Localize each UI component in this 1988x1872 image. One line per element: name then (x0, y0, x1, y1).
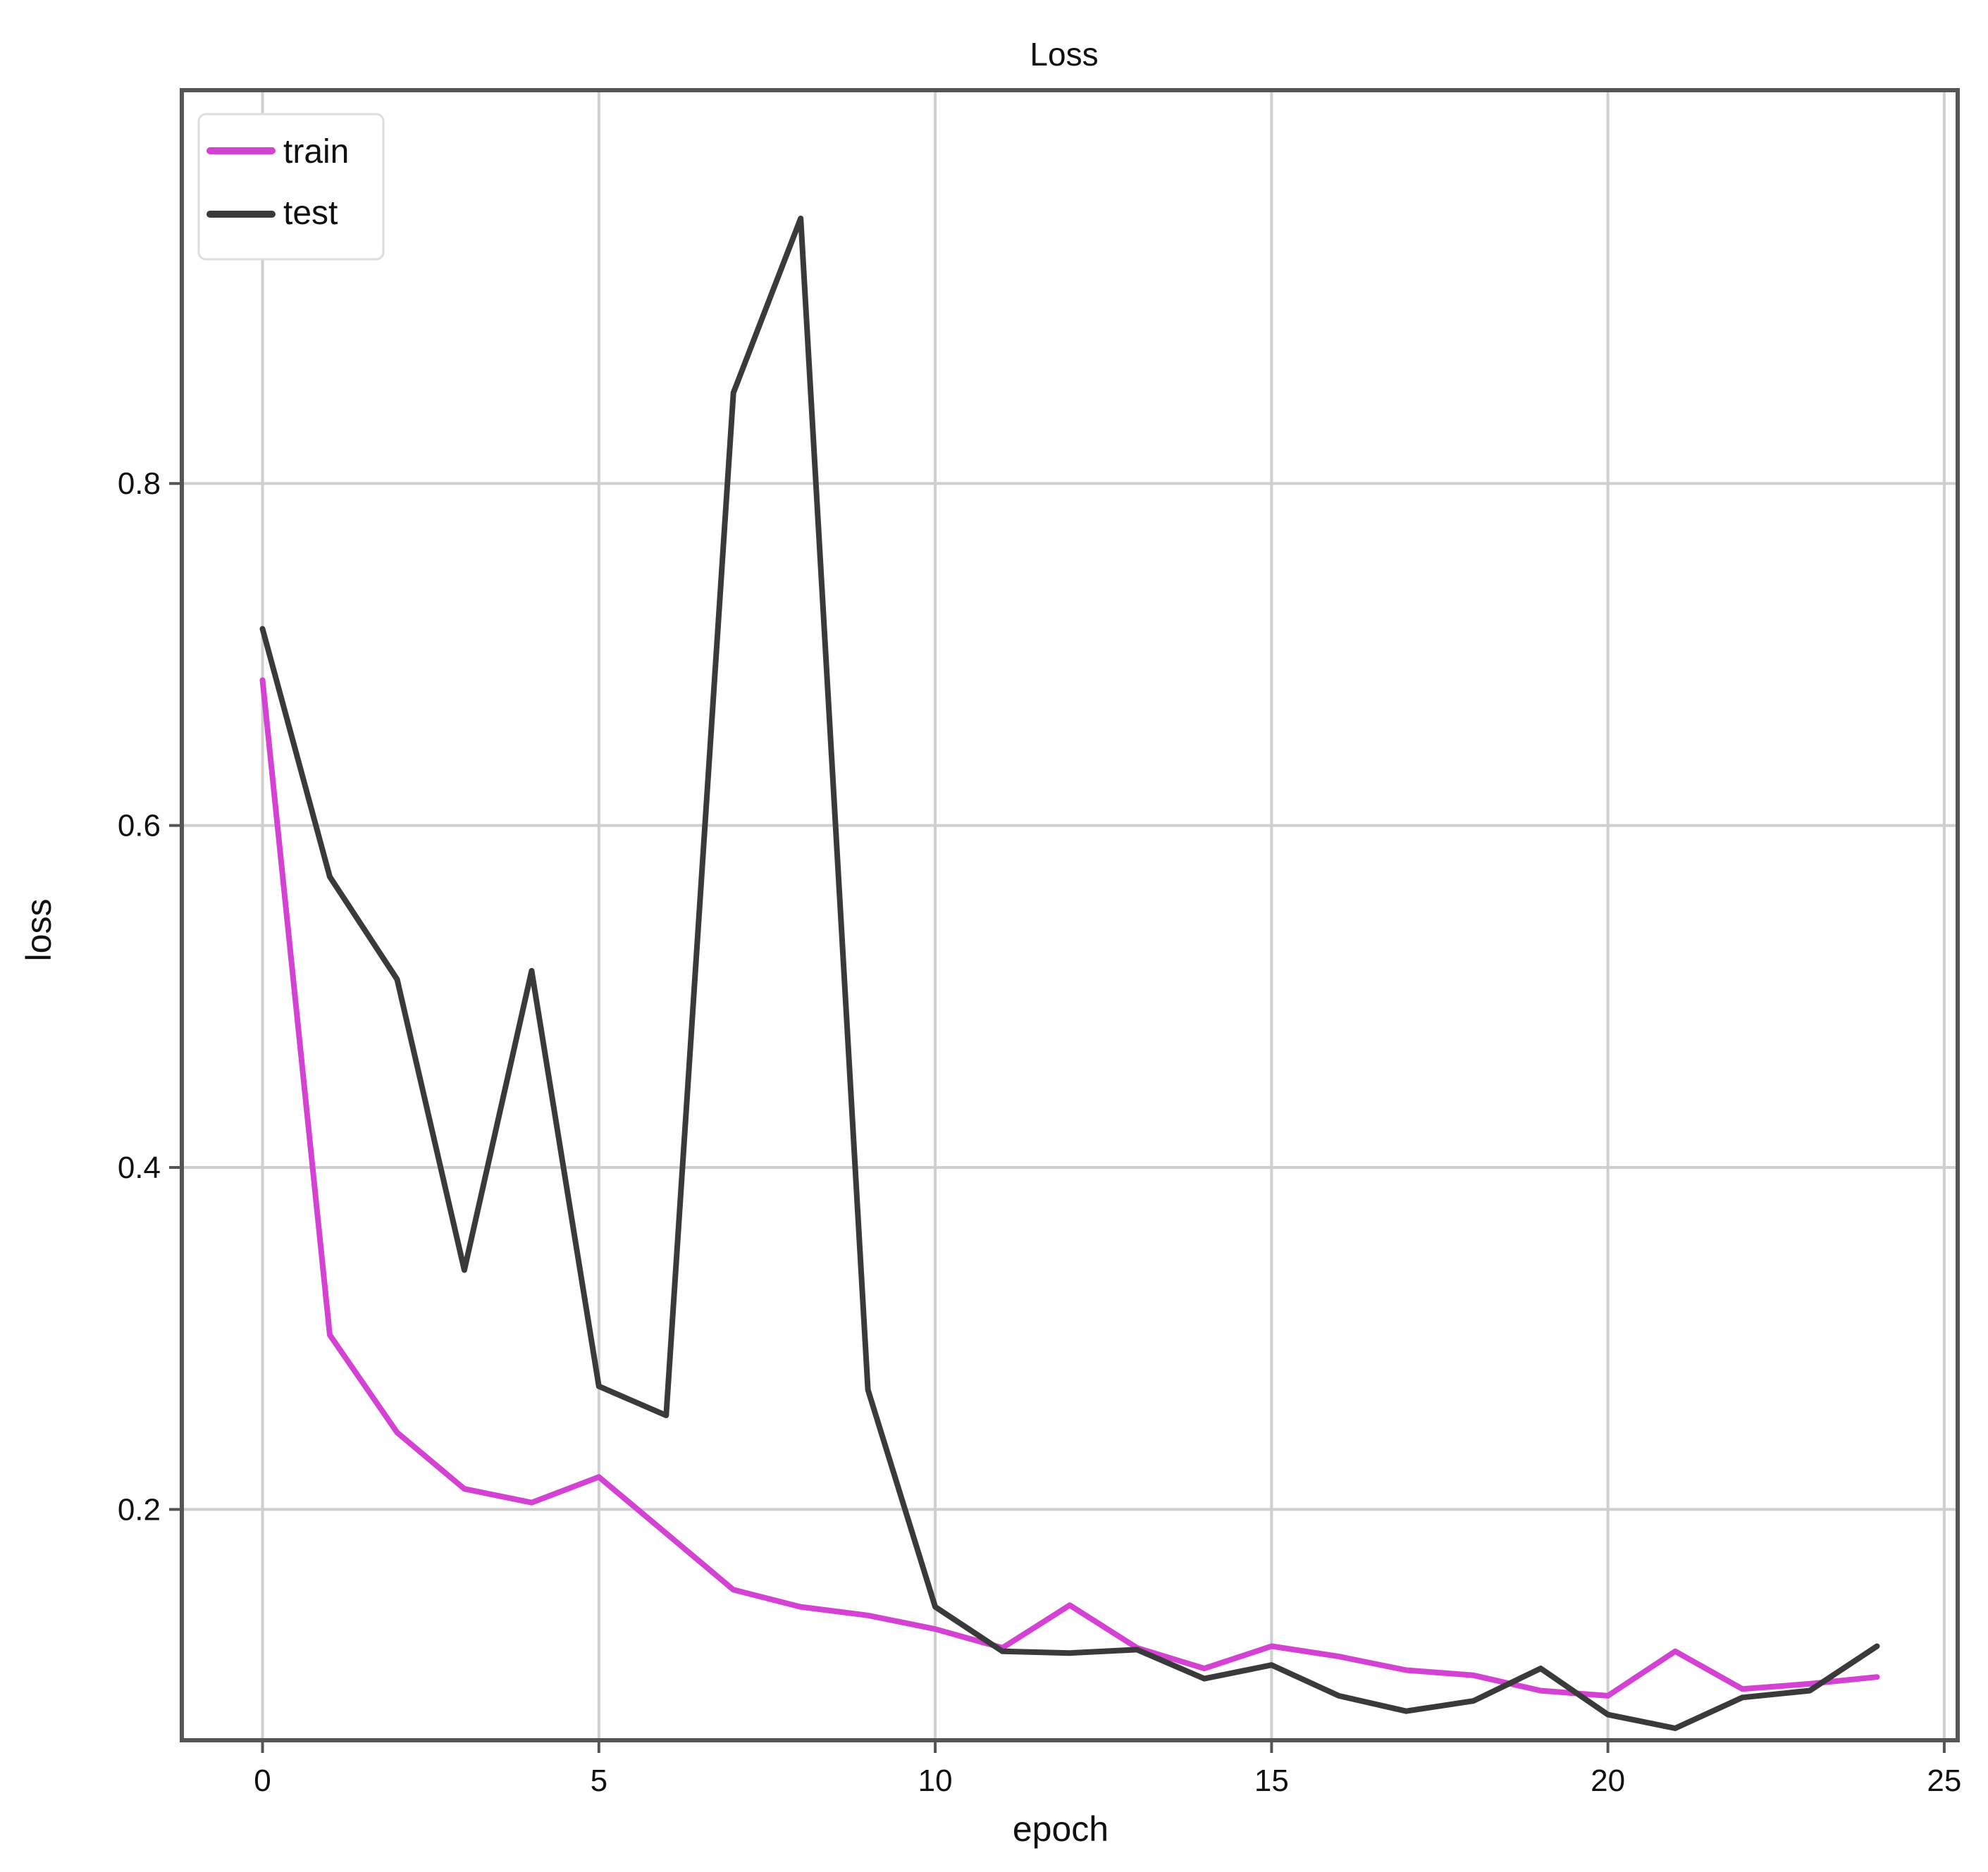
series-lines (259, 216, 1880, 1731)
y-tick-label: 0.8 (118, 466, 161, 501)
y-tick-label: 0.6 (118, 809, 161, 843)
x-tick-label: 15 (1254, 1763, 1289, 1798)
x-axis-label: epoch (1013, 1809, 1109, 1849)
x-tick-label: 10 (918, 1763, 953, 1798)
series-line-test (259, 216, 1880, 1731)
chart-title: Loss (1030, 36, 1098, 73)
x-tick-label: 5 (591, 1763, 607, 1798)
x-tick-label: 0 (254, 1763, 271, 1798)
legend-label-test: test (283, 194, 338, 232)
y-tick-label: 0.4 (118, 1151, 161, 1185)
series-line-train (259, 677, 1880, 1699)
x-tick-label: 25 (1927, 1763, 1961, 1798)
axis-ticks: 0 5 10 15 20 25 0.2 0.4 0.6 0.8 (118, 466, 1962, 1798)
legend: train test (197, 113, 385, 261)
legend-label-train: train (283, 133, 349, 171)
x-tick-label: 20 (1591, 1763, 1625, 1798)
y-tick-label: 0.2 (118, 1492, 161, 1527)
y-axis-label: loss (19, 899, 58, 962)
gridlines (182, 90, 1958, 1740)
plot-frame (180, 88, 1960, 1742)
